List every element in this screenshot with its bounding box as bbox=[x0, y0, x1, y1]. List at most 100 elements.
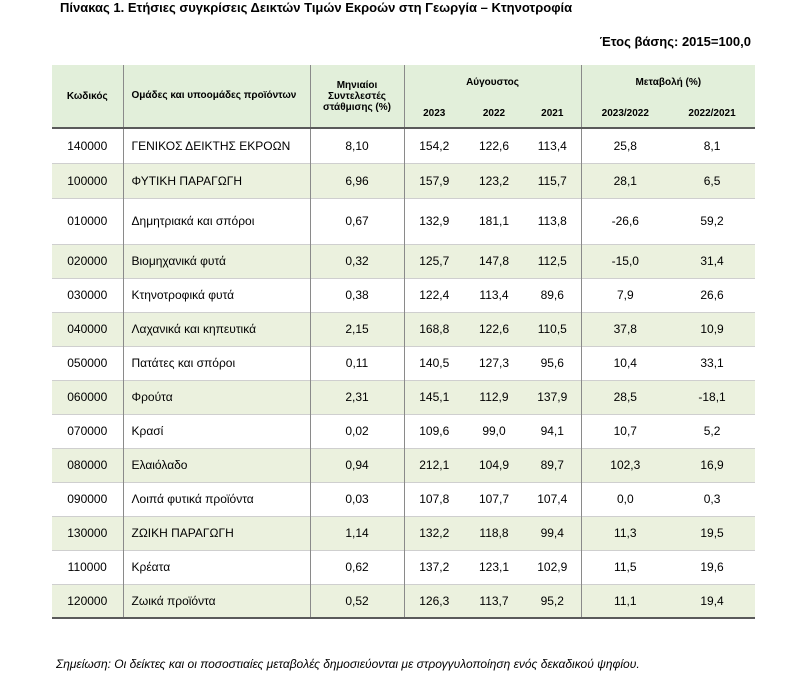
header-2023: 2023 bbox=[403, 99, 464, 128]
cell-y2022: 122,6 bbox=[464, 312, 524, 346]
cell-name: Βιομηχανικά φυτά bbox=[122, 244, 310, 278]
cell-code: 120000 bbox=[52, 584, 123, 618]
cell-y2021: 110,5 bbox=[524, 312, 582, 346]
cell-weight: 2,15 bbox=[309, 312, 404, 346]
cell-weight: 6,96 bbox=[309, 163, 404, 198]
table-header: Κωδικός Ομάδες και υποομάδες προϊόντων Μ… bbox=[52, 65, 756, 128]
cell-y2022: 147,8 bbox=[464, 244, 524, 278]
cell-r2: 5,2 bbox=[703, 424, 721, 438]
cell-y2022: 181,1 bbox=[478, 214, 510, 228]
header-code: Κωδικός bbox=[52, 65, 123, 128]
cell-r1: 37,8 bbox=[580, 312, 670, 346]
cell-name: ΓΕΝΙΚΟΣ ΔΕΙΚΤΗΣ ΕΚΡΟΩΝ bbox=[122, 128, 310, 163]
table-title: Πίνακας 1. Ετήσιες συγκρίσεις Δεικτών Τι… bbox=[60, 0, 573, 15]
cell-name: Κρασί bbox=[122, 414, 310, 448]
cell-y2021: 99,4 bbox=[524, 516, 582, 550]
table-row: 100000 ΦΥΤΙΚΗ ΠΑΡΑΓΩΓΗ 6,96 157,9 123,2 115,7… bbox=[52, 163, 756, 198]
cell-y2021: 94,1 bbox=[540, 424, 564, 438]
cell-y2021: 113,8 bbox=[537, 214, 567, 228]
table-row: 130000 ΖΩΙΚΗ ΠΑΡΑΓΩΓΗ 1,14 132,2 118,8 99,4 11… bbox=[52, 516, 756, 550]
cell-name: Δημητριακά και σπόροι bbox=[122, 198, 310, 244]
cell-code: 070000 bbox=[67, 424, 108, 438]
cell-y2021: 137,9 bbox=[524, 380, 582, 414]
cell-weight: 0,02 bbox=[309, 414, 404, 448]
cell-r2: 31,4 bbox=[669, 244, 756, 278]
cell-y2023: 122,4 bbox=[403, 278, 464, 312]
cell-r1: 7,9 bbox=[580, 278, 670, 312]
cell-name: Κτηνοτροφικά φυτά bbox=[122, 278, 310, 312]
table-row: 030000 Κτηνοτροφικά φυτά 0,38 122,4 113,4 89,… bbox=[52, 278, 756, 312]
table-row: 070000 Κρασί 0,02 109,6 99,0 94,1 10,7 5,2 bbox=[52, 414, 756, 448]
table-row: 120000 Ζωικά προϊόντα 0,52 126,3 113,7 95,2 11… bbox=[52, 584, 756, 618]
cell-r2: 59,2 bbox=[700, 214, 724, 228]
cell-r2: 16,9 bbox=[669, 448, 756, 482]
cell-y2023: 212,1 bbox=[403, 448, 464, 482]
cell-y2022: 107,7 bbox=[478, 492, 510, 506]
cell-y2022: 118,8 bbox=[464, 516, 524, 550]
cell-code: 060000 bbox=[52, 380, 123, 414]
cell-code: 090000 bbox=[67, 492, 108, 506]
cell-y2021: 89,6 bbox=[540, 288, 564, 302]
cell-r1: 11,1 bbox=[580, 584, 670, 618]
header-group: Ομάδες και υποομάδες προϊόντων bbox=[122, 65, 310, 128]
cell-name: Ελαιόλαδο bbox=[122, 448, 310, 482]
cell-r2: 6,5 bbox=[669, 163, 756, 198]
cell-name: Ζωικά προϊόντα bbox=[122, 584, 310, 618]
table-row: 090000 Λοιπά φυτικά προϊόντα 0,03 107,8 107,… bbox=[52, 482, 756, 516]
cell-y2021: 113,4 bbox=[537, 138, 567, 153]
cell-name: ΦΥΤΙΚΗ ΠΑΡΑΓΩΓΗ bbox=[122, 163, 310, 198]
cell-weight: 0,52 bbox=[309, 584, 404, 618]
price-index-table: Κωδικός Ομάδες και υποομάδες προϊόντων Μ… bbox=[52, 65, 756, 619]
cell-code: 100000 bbox=[52, 163, 123, 198]
cell-name: ΖΩΙΚΗ ΠΑΡΑΓΩΓΗ bbox=[122, 516, 310, 550]
cell-y2023: 107,8 bbox=[403, 482, 464, 516]
cell-y2023: 140,5 bbox=[403, 346, 464, 380]
cell-r2: 19,6 bbox=[700, 560, 724, 574]
cell-r2: 33,1 bbox=[700, 356, 724, 370]
cell-code: 140000 bbox=[67, 138, 108, 153]
cell-y2022: 123,1 bbox=[478, 560, 510, 574]
cell-name: Λοιπά φυτικά προϊόντα bbox=[122, 482, 310, 516]
cell-weight: 0,11 bbox=[309, 346, 404, 380]
cell-weight: 0,03 bbox=[309, 482, 404, 516]
table-row: 050000 Πατάτες και σπόροι 0,11 140,5 127,3 95… bbox=[52, 346, 756, 380]
cell-y2022: 123,2 bbox=[464, 163, 524, 198]
cell-y2021: 115,7 bbox=[524, 163, 582, 198]
cell-r2: 19,4 bbox=[669, 584, 756, 618]
cell-weight: 8,10 bbox=[309, 128, 404, 163]
cell-y2023: 132,2 bbox=[403, 516, 464, 550]
cell-r1: 28,1 bbox=[580, 163, 670, 198]
table-row: 080000 Ελαιόλαδο 0,94 212,1 104,9 89,7 102,3 16… bbox=[52, 448, 756, 482]
cell-r1: -26,6 bbox=[580, 198, 670, 244]
cell-r1: -15,0 bbox=[580, 244, 670, 278]
cell-y2022: 104,9 bbox=[464, 448, 524, 482]
cell-y2021: 89,7 bbox=[524, 448, 582, 482]
cell-weight: 0,67 bbox=[309, 198, 404, 244]
cell-name: Πατάτες και σπόροι bbox=[122, 346, 310, 380]
cell-y2023: 154,2 bbox=[403, 128, 464, 163]
header-august: Αύγουστος bbox=[403, 65, 582, 99]
cell-y2023: 125,7 bbox=[403, 244, 464, 278]
table-row: 060000 Φρούτα 2,31 145,1 112,9 137,9 28,5 -18,1 bbox=[52, 380, 756, 414]
header-change: Μεταβολή (%) bbox=[580, 65, 756, 99]
cell-weight: 0,32 bbox=[309, 244, 404, 278]
cell-name: Φρούτα bbox=[122, 380, 310, 414]
cell-r1: 11,5 bbox=[580, 550, 670, 584]
cell-y2021: 102,9 bbox=[537, 560, 568, 574]
cell-y2023: 109,6 bbox=[403, 414, 464, 448]
header-change-2022-2021: 2022/2021 bbox=[669, 99, 756, 128]
cell-y2021: 107,4 bbox=[537, 492, 568, 506]
cell-r2: 0,3 bbox=[703, 492, 721, 506]
cell-y2023: 126,3 bbox=[403, 584, 464, 618]
cell-r2: 19,5 bbox=[669, 516, 756, 550]
cell-r1: 0,0 bbox=[580, 482, 670, 516]
cell-y2023: 145,1 bbox=[403, 380, 464, 414]
cell-weight: 0,94 bbox=[309, 448, 404, 482]
cell-y2023: 157,9 bbox=[403, 163, 464, 198]
table-row: 140000 ΓΕΝΙΚΟΣ ΔΕΙΚΤΗΣ ΕΚΡΟΩΝ 8,10 154,2 122… bbox=[52, 128, 756, 163]
cell-y2022: 113,7 bbox=[464, 584, 524, 618]
cell-r1: 10,4 bbox=[580, 346, 670, 380]
table-row: 040000 Λαχανικά και κηπευτικά 2,15 168,8 122… bbox=[52, 312, 756, 346]
header-weight: Μηνιαίοι Συντελεστές στάθμισης (%) bbox=[309, 65, 404, 128]
cell-y2022: 113,4 bbox=[479, 288, 509, 302]
